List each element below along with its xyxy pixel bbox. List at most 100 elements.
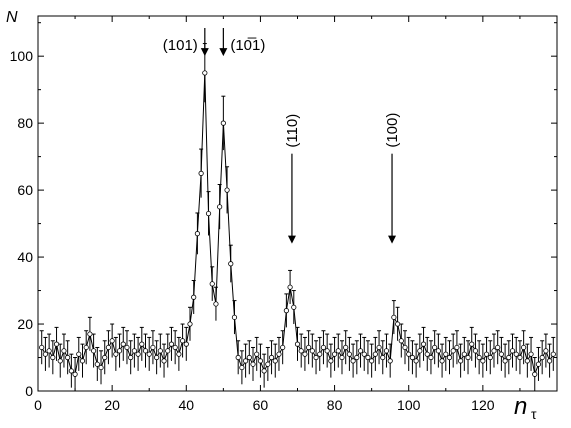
data-point bbox=[480, 358, 486, 364]
data-point bbox=[498, 351, 504, 357]
data-point bbox=[435, 348, 441, 354]
data-point bbox=[291, 304, 297, 310]
data-point bbox=[454, 344, 460, 351]
data-point bbox=[246, 354, 252, 361]
data-point bbox=[361, 351, 367, 357]
data-point bbox=[209, 281, 215, 287]
data-point bbox=[128, 354, 134, 361]
data-point bbox=[502, 358, 508, 364]
data-point bbox=[339, 354, 345, 361]
annotation-label: (100) bbox=[384, 113, 401, 148]
data-point bbox=[550, 351, 556, 357]
data-point bbox=[53, 341, 60, 347]
data-point bbox=[398, 338, 404, 344]
data-point bbox=[198, 170, 204, 176]
data-point bbox=[517, 354, 523, 361]
data-point bbox=[109, 338, 115, 344]
data-point bbox=[98, 364, 104, 371]
data-point bbox=[309, 348, 315, 354]
data-point bbox=[124, 344, 130, 351]
data-point bbox=[513, 351, 519, 357]
data-point bbox=[528, 351, 534, 357]
data-point bbox=[369, 358, 375, 364]
data-point bbox=[139, 341, 145, 347]
data-point bbox=[306, 344, 312, 351]
data-point bbox=[161, 358, 167, 364]
data-point bbox=[432, 344, 438, 351]
annotation-arrowhead bbox=[388, 235, 397, 244]
data-point bbox=[224, 187, 230, 193]
data-point bbox=[154, 354, 160, 361]
data-point bbox=[387, 358, 393, 364]
data-point bbox=[235, 354, 241, 361]
data-point bbox=[142, 348, 149, 354]
data-point bbox=[380, 354, 386, 361]
data-point bbox=[383, 348, 390, 354]
data-point bbox=[472, 348, 479, 354]
data-point bbox=[254, 351, 260, 357]
data-point bbox=[320, 344, 327, 351]
data-point bbox=[146, 351, 152, 357]
data-point bbox=[131, 348, 137, 354]
data-point bbox=[535, 361, 542, 367]
data-point bbox=[543, 348, 549, 354]
data-point bbox=[417, 348, 423, 354]
x-tick-label: 60 bbox=[253, 397, 269, 413]
data-point bbox=[506, 354, 512, 361]
data-point bbox=[495, 344, 501, 351]
data-point bbox=[483, 351, 490, 357]
peak-annotations: (101) (10̅1) (110) (100) bbox=[163, 28, 401, 244]
data-point bbox=[102, 354, 108, 361]
data-point bbox=[280, 344, 286, 351]
data-point bbox=[539, 354, 545, 361]
data-point bbox=[394, 321, 401, 327]
x-axis-label-subscript: τ bbox=[531, 406, 537, 422]
data-point bbox=[443, 351, 449, 357]
x-axis-ticks: 0 20 40 60 80 100 120 bbox=[34, 16, 521, 413]
data-point bbox=[294, 341, 301, 347]
data-point bbox=[183, 341, 189, 347]
data-point bbox=[428, 354, 434, 361]
data-point bbox=[76, 351, 82, 357]
data-point bbox=[317, 351, 323, 357]
data-point bbox=[205, 210, 212, 217]
data-point bbox=[42, 351, 49, 357]
data-point bbox=[150, 344, 156, 351]
data-point bbox=[46, 348, 52, 354]
y-tick-label: 40 bbox=[17, 249, 33, 265]
data-point bbox=[79, 358, 86, 364]
data-point bbox=[202, 70, 208, 76]
data-point bbox=[402, 344, 408, 351]
annotation-label: (110) bbox=[284, 114, 301, 148]
x-tick-label: 40 bbox=[178, 397, 194, 413]
data-point bbox=[287, 284, 293, 290]
data-point bbox=[57, 358, 63, 364]
data-point bbox=[521, 344, 527, 351]
data-point bbox=[524, 358, 530, 364]
data-point bbox=[168, 341, 175, 347]
data-point bbox=[476, 354, 482, 361]
y-tick-label: 60 bbox=[17, 182, 33, 198]
data-point bbox=[469, 341, 475, 347]
annotation-label: (10̅1) bbox=[230, 37, 265, 54]
data-point bbox=[298, 348, 304, 354]
data-point bbox=[487, 354, 493, 361]
data-point bbox=[39, 344, 45, 351]
data-point bbox=[376, 344, 382, 351]
data-point bbox=[261, 368, 267, 374]
data-point bbox=[491, 348, 497, 354]
data-point bbox=[283, 308, 289, 314]
data-point bbox=[302, 351, 308, 357]
data-point bbox=[409, 354, 416, 361]
y-tick-label: 100 bbox=[10, 48, 34, 64]
data-point bbox=[446, 354, 453, 361]
data-point bbox=[65, 354, 71, 361]
data-point bbox=[50, 354, 56, 361]
data-point bbox=[217, 204, 223, 210]
data-point bbox=[372, 351, 378, 357]
data-point bbox=[243, 358, 249, 364]
data-point bbox=[61, 348, 67, 354]
data-point bbox=[346, 351, 352, 357]
data-point bbox=[313, 354, 319, 361]
